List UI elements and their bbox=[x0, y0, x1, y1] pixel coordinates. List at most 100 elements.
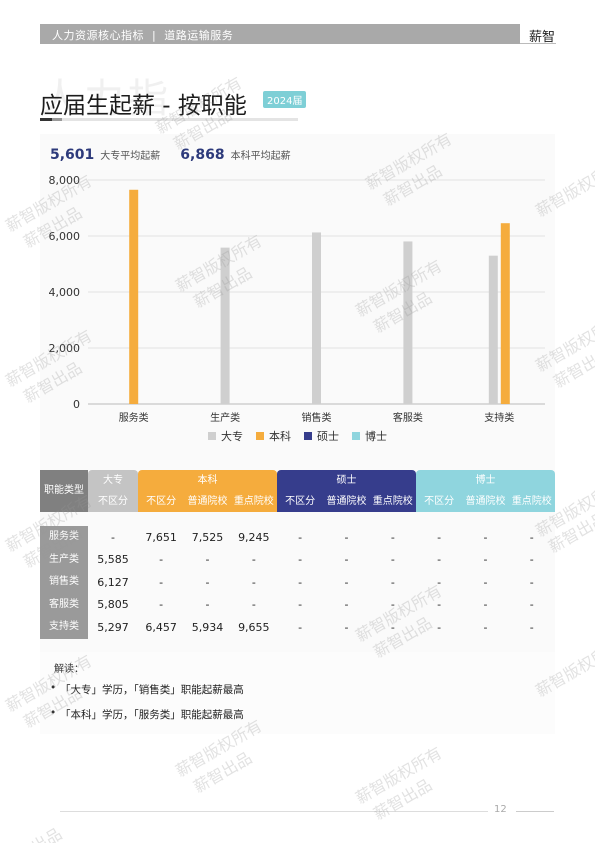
table-cell: - bbox=[437, 598, 442, 612]
table-cell: - bbox=[437, 620, 442, 634]
table-cell: - bbox=[390, 530, 395, 544]
interpretation-item: 「大专」学历，「销售类」职能起薪最高 bbox=[50, 682, 244, 697]
table-cell: - bbox=[205, 553, 210, 567]
table-cell: - bbox=[529, 598, 534, 612]
sub-header: 不区分 bbox=[276, 492, 324, 512]
table-cell: - bbox=[483, 530, 488, 544]
legend-swatch bbox=[352, 432, 360, 440]
table-cell: 7,525 bbox=[191, 530, 224, 544]
table-cell: 7,651 bbox=[145, 530, 177, 544]
avg-dazhuan-label: 大专平均起薪 bbox=[100, 151, 161, 162]
year-badge: 2024届 bbox=[263, 91, 307, 108]
avg-benke-value: 6,868 bbox=[180, 147, 225, 163]
bar-benke bbox=[129, 189, 139, 404]
table-cell: - bbox=[529, 553, 534, 567]
legend-swatch bbox=[208, 432, 216, 440]
row-label: 服务类 bbox=[40, 526, 88, 549]
table-cell: - bbox=[344, 575, 349, 589]
table-cell: - bbox=[390, 598, 395, 612]
footer-rule bbox=[516, 811, 554, 812]
table-sub-header-row: 不区分 不区分 普通院校 重点院校 不区分 普通院校 重点院校 不区分 普通院校… bbox=[40, 492, 555, 512]
bar-dazhuan bbox=[220, 247, 230, 404]
legend-swatch bbox=[304, 432, 312, 440]
table-cell: - bbox=[437, 553, 442, 567]
table-group-header-row: 大专 本科 硕士 博士 bbox=[40, 470, 555, 492]
table-cell: - bbox=[529, 620, 534, 634]
table-cell: - bbox=[298, 553, 303, 567]
x-tick-label: 销售类 bbox=[302, 411, 332, 424]
average-salaries: 5,601 大专平均起薪 6,868 本科平均起薪 bbox=[50, 144, 311, 163]
table-cell: - bbox=[483, 598, 488, 612]
table-row: 生产类 5,585 - - - - - - - - - bbox=[40, 548, 555, 571]
header-subsection: 道路运输服务 bbox=[164, 29, 234, 42]
table-body: 服务类 - 7,651 7,525 9,245 - - - - - - 生产类 5,585 - - - - - - -… bbox=[40, 526, 555, 639]
legend-label: 博士 bbox=[365, 430, 387, 443]
title-underline bbox=[40, 118, 298, 121]
watermark: 薪智出品 bbox=[550, 343, 595, 392]
table-cell: - bbox=[298, 575, 303, 589]
avg-benke-label: 本科平均起薪 bbox=[230, 151, 291, 162]
legend-label: 硕士 bbox=[317, 430, 339, 443]
legend-label: 大专 bbox=[221, 429, 243, 443]
row-label: 销售类 bbox=[40, 571, 88, 594]
watermark: 薪智出品 bbox=[190, 748, 256, 797]
table-cell: - bbox=[344, 530, 349, 544]
sub-header: 重点院校 bbox=[369, 492, 416, 512]
table-cell: - bbox=[251, 553, 256, 567]
table-cell: - bbox=[111, 530, 115, 544]
table-cell: - bbox=[159, 553, 164, 567]
table-cell: - bbox=[483, 575, 488, 589]
interpretation-title: 解读： bbox=[54, 664, 84, 675]
group-header-dazhuan: 大专 bbox=[88, 470, 138, 492]
watermark: 薪智版权所有 bbox=[352, 743, 446, 808]
legend-label: 本科 bbox=[269, 429, 291, 443]
table-cell: 5,805 bbox=[97, 598, 129, 612]
x-tick-label: 服务类 bbox=[119, 411, 149, 424]
sub-header: 重点院校 bbox=[508, 492, 555, 512]
interpretation-panel: 解读： 「大专」学历，「销售类」职能起薪最高 「本科」学历，「服务类」职能起薪最… bbox=[40, 652, 555, 734]
bar-dazhuan bbox=[488, 255, 498, 404]
table-cell: 5,585 bbox=[97, 553, 129, 567]
table-cell: - bbox=[298, 620, 303, 634]
table-cell: - bbox=[529, 530, 534, 544]
row-label: 支持类 bbox=[40, 616, 88, 639]
table-cell: - bbox=[437, 575, 442, 589]
y-tick-label: 0 bbox=[73, 398, 80, 411]
x-tick-label: 生产类 bbox=[210, 411, 240, 424]
table-cell: - bbox=[251, 575, 256, 589]
table-cell: - bbox=[159, 598, 164, 612]
interpretation-item: 「本科」学历，「服务类」职能起薪最高 bbox=[50, 707, 244, 722]
content-card: 5,601 大专平均起薪 6,868 本科平均起薪 8,000 6,000 4,000 2,… bbox=[40, 134, 555, 728]
page-title: 应届生起薪 - 按职能 bbox=[40, 93, 247, 119]
page-number: 12 bbox=[494, 804, 507, 815]
header-breadcrumb: 人力资源核心指标 | 道路运输服务 bbox=[52, 27, 233, 43]
table-row: 客服类 5,805 - - - - - - - - - bbox=[40, 593, 555, 616]
header-section: 人力资源核心指标 bbox=[52, 29, 144, 42]
bar-dazhuan bbox=[312, 232, 321, 404]
table-cell: 6,457 bbox=[145, 620, 177, 634]
row-label: 客服类 bbox=[40, 593, 88, 616]
x-tick-label: 客服类 bbox=[393, 411, 423, 424]
table-cell: - bbox=[298, 530, 303, 544]
table-cell: - bbox=[529, 575, 534, 589]
avg-dazhuan-value: 5,601 bbox=[50, 147, 95, 163]
sub-header: 普通院校 bbox=[462, 492, 509, 512]
table-cell: - bbox=[390, 620, 395, 634]
table-row: 服务类 - 7,651 7,525 9,245 - - - - - - bbox=[40, 526, 555, 549]
y-tick-label: 8,000 bbox=[49, 174, 81, 187]
footer-rule bbox=[60, 811, 488, 812]
table-cell: 9,245 bbox=[238, 530, 270, 544]
bar-dazhuan bbox=[403, 241, 413, 404]
table-cell: 9,655 bbox=[238, 620, 270, 634]
header-separator: | bbox=[152, 29, 157, 42]
table-cell: - bbox=[483, 620, 488, 634]
table-cell: - bbox=[298, 598, 303, 612]
table-cell: 5,297 bbox=[97, 620, 129, 634]
brand-logo: 薪智 bbox=[528, 30, 555, 45]
table-cell: - bbox=[205, 575, 210, 589]
y-tick-label: 4,000 bbox=[49, 286, 81, 299]
header-rule bbox=[520, 43, 556, 44]
table-cell: - bbox=[437, 530, 442, 544]
group-header-boshi: 博士 bbox=[416, 470, 555, 492]
